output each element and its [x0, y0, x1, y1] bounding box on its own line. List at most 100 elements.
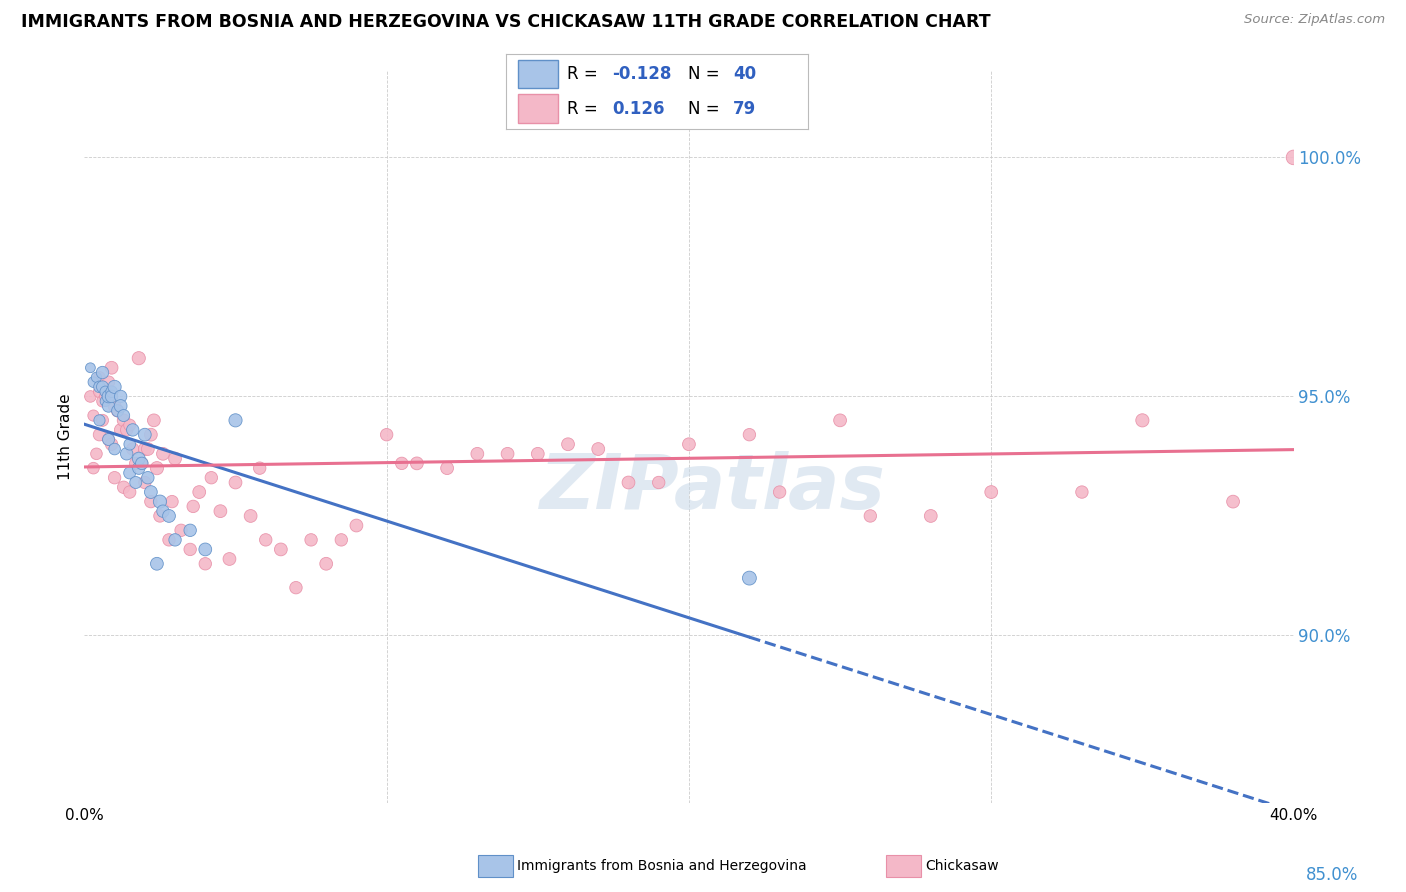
Point — [79, 389, 101, 403]
Text: 79: 79 — [733, 100, 756, 118]
Point — [91, 413, 114, 427]
Point — [89, 380, 111, 394]
Point — [299, 533, 322, 547]
Point — [128, 461, 150, 475]
Point — [149, 508, 172, 523]
Point — [142, 413, 165, 427]
Point — [467, 447, 489, 461]
Point — [112, 413, 135, 427]
Text: 85.0%: 85.0% — [1306, 865, 1358, 883]
Point — [121, 423, 143, 437]
Point — [134, 427, 156, 442]
Point — [134, 442, 156, 456]
Point — [128, 351, 150, 366]
Point — [496, 447, 519, 461]
Point — [86, 370, 108, 384]
Point — [110, 399, 132, 413]
Point — [91, 394, 114, 409]
Point — [118, 466, 141, 480]
Point — [830, 413, 852, 427]
Point — [647, 475, 671, 490]
Text: N =: N = — [688, 100, 724, 118]
Point — [136, 471, 159, 485]
Point — [391, 456, 413, 470]
Point — [920, 508, 942, 523]
Point — [104, 380, 127, 394]
Point — [97, 433, 120, 447]
Point — [128, 451, 150, 466]
Point — [179, 524, 201, 538]
Point — [125, 456, 148, 470]
Text: R =: R = — [567, 65, 603, 83]
Point — [110, 423, 132, 437]
Point — [89, 427, 111, 442]
Point — [112, 480, 135, 494]
Point — [1282, 150, 1305, 164]
Text: -0.128: -0.128 — [612, 65, 671, 83]
Point — [157, 508, 180, 523]
Point — [107, 404, 129, 418]
Point — [179, 542, 201, 557]
Point — [146, 557, 169, 571]
Point — [1130, 413, 1153, 427]
Point — [125, 475, 148, 490]
Point — [165, 533, 187, 547]
Point — [188, 485, 211, 500]
Point — [91, 380, 114, 394]
Point — [375, 427, 398, 442]
Point — [315, 557, 337, 571]
Point — [100, 360, 122, 375]
Y-axis label: 11th Grade: 11th Grade — [58, 393, 73, 481]
Point — [82, 461, 104, 475]
Text: Source: ZipAtlas.com: Source: ZipAtlas.com — [1244, 13, 1385, 27]
Point — [112, 409, 135, 423]
Point — [89, 370, 111, 384]
Point — [769, 485, 792, 500]
Point — [104, 442, 127, 456]
Text: Immigrants from Bosnia and Herzegovina: Immigrants from Bosnia and Herzegovina — [517, 859, 807, 873]
Point — [97, 399, 120, 413]
Point — [239, 508, 262, 523]
Point — [194, 557, 217, 571]
Point — [94, 389, 117, 403]
Point — [136, 442, 159, 456]
Point — [165, 451, 187, 466]
Point — [284, 581, 308, 595]
Point — [97, 433, 120, 447]
Point — [588, 442, 610, 456]
Point — [160, 494, 183, 508]
Point — [406, 456, 429, 470]
Point — [100, 384, 122, 399]
Text: Chickasaw: Chickasaw — [925, 859, 998, 873]
Point — [738, 427, 761, 442]
Point — [89, 384, 111, 399]
Text: ZIPatlas: ZIPatlas — [540, 451, 886, 525]
Point — [118, 485, 141, 500]
Point — [200, 471, 222, 485]
Point — [82, 375, 104, 389]
Text: R =: R = — [567, 100, 607, 118]
Point — [170, 524, 193, 538]
Point — [104, 399, 127, 413]
Point — [139, 427, 162, 442]
Point — [859, 508, 882, 523]
Point — [94, 394, 117, 409]
Point — [89, 413, 111, 427]
Point — [254, 533, 277, 547]
Point — [152, 447, 174, 461]
Point — [131, 456, 153, 470]
Point — [617, 475, 640, 490]
Point — [82, 409, 104, 423]
Point — [436, 461, 458, 475]
Point — [121, 442, 143, 456]
Point — [118, 418, 141, 433]
Point — [139, 494, 162, 508]
Point — [1222, 494, 1244, 508]
Text: N =: N = — [688, 65, 724, 83]
Point — [79, 360, 101, 375]
Point — [678, 437, 700, 451]
Point — [557, 437, 579, 451]
Point — [104, 471, 127, 485]
Point — [115, 447, 138, 461]
Point — [107, 404, 129, 418]
